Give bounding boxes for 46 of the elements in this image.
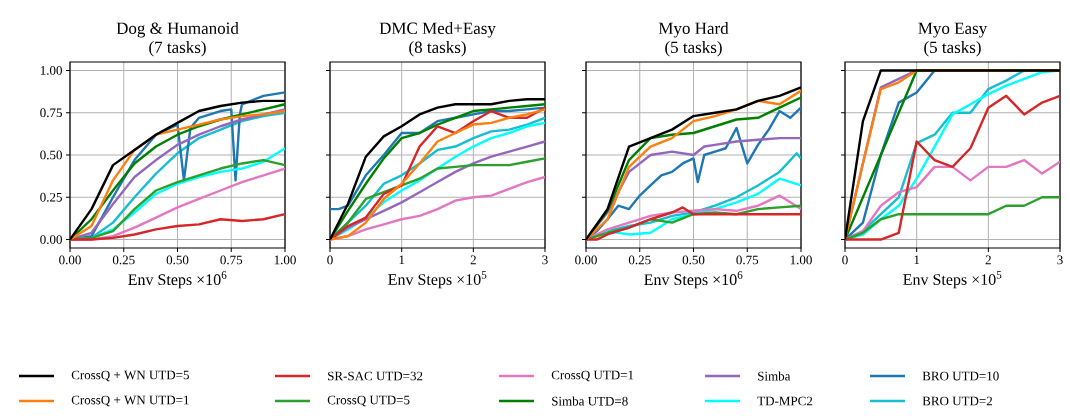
x-tick-label: 1.00 — [274, 255, 296, 265]
x-axis-title: Env Steps ×10$^{6}$ — [644, 271, 743, 289]
chart-title: DMC Med+Easy — [379, 22, 496, 38]
x-tick-label: 0 — [842, 255, 848, 265]
x-tick-label: 2 — [985, 255, 991, 265]
x-tick-label: 0.25 — [628, 255, 651, 265]
legend-label: BRO UTD=10 — [922, 371, 999, 381]
chart-title: Myo Easy — [918, 22, 988, 38]
x-tick-label: 0.50 — [166, 255, 189, 265]
y-tick-label: 0.75 — [40, 108, 62, 118]
legend-label: Simba — [758, 371, 791, 381]
chart-subtitle: (5 tasks) — [924, 41, 981, 57]
legend-label: SR-SAC UTD=32 — [328, 371, 423, 381]
x-tick-label: 0.00 — [59, 255, 81, 265]
x-tick-label: 0.00 — [575, 255, 597, 265]
x-axis-title: Env Steps ×10$^{6}$ — [128, 271, 227, 289]
y-tick-label: 1.00 — [40, 66, 62, 75]
legend-label: BRO UTD=2 — [922, 396, 993, 406]
x-axis-title: Env Steps ×10$^{5}$ — [388, 271, 487, 289]
chart-subtitle: (8 tasks) — [409, 41, 466, 57]
x-tick-label: 0.50 — [682, 255, 705, 265]
legend-label: CrossQ + WN UTD=5 — [71, 370, 189, 382]
x-tick-label: 1.00 — [790, 255, 812, 265]
x-tick-label: 0.75 — [736, 255, 759, 265]
legend-label: TD-MPC2 — [757, 396, 813, 406]
line-series — [70, 212, 285, 241]
x-axis-title: Env Steps ×10$^{5}$ — [903, 271, 1002, 289]
y-tick-label: 0.50 — [40, 150, 62, 160]
legend-label: Simba UTD=8 — [552, 396, 628, 406]
chart-subtitle: (7 tasks) — [149, 41, 206, 57]
x-tick-label: 2 — [470, 255, 476, 265]
x-tick-label: 1 — [914, 255, 920, 265]
legend-label: CrossQ + WN UTD=1 — [71, 395, 189, 407]
chart-title: Dog & Humanoid — [116, 22, 239, 38]
x-tick-label: 0.75 — [220, 255, 243, 265]
y-tick-label: 0.00 — [40, 235, 62, 244]
x-tick-label: 3 — [542, 255, 548, 265]
x-tick-label: 1 — [399, 255, 405, 265]
legend-label: CrossQ UTD=1 — [551, 370, 634, 382]
chart-title: Myo Hard — [658, 22, 729, 38]
y-tick-label: 0.25 — [40, 192, 62, 202]
x-tick-label: 0.25 — [112, 255, 135, 265]
x-tick-label: 3 — [1057, 255, 1063, 265]
x-tick-label: 0 — [327, 255, 333, 265]
legend-label: CrossQ UTD=5 — [327, 395, 410, 407]
chart-subtitle: (5 tasks) — [665, 41, 722, 57]
